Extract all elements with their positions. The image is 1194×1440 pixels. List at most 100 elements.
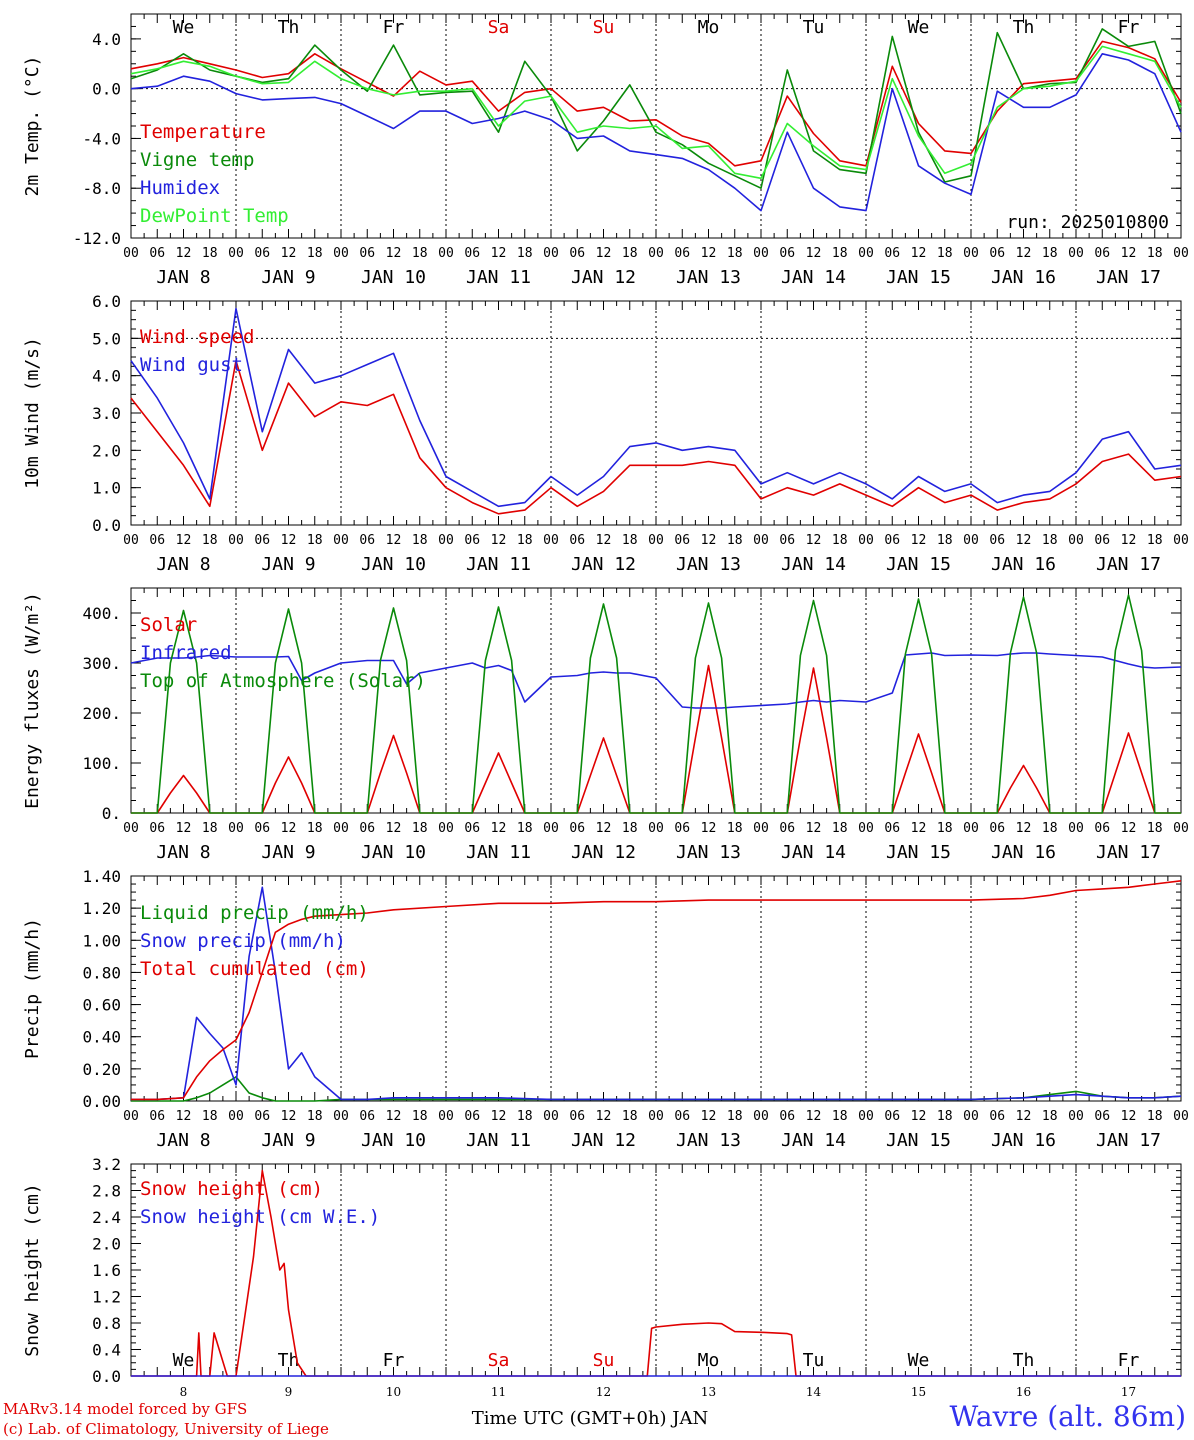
hour-tick-label: 18 (622, 1109, 638, 1124)
day-label: JAN 17 (1096, 1130, 1161, 1151)
legend-entry: Top of Atmosphere (Solar) (140, 670, 426, 692)
weekday-label: Su (593, 1350, 615, 1371)
day-label: JAN 9 (261, 267, 315, 288)
y-axis-label: Energy fluxes (W/m²) (22, 592, 43, 809)
y-tick-label: 2.0 (92, 1235, 121, 1254)
hour-tick-label: 18 (517, 1109, 533, 1124)
hour-tick-label: 00 (543, 1109, 559, 1124)
hour-tick-label: 06 (674, 533, 690, 548)
hour-tick-label: 12 (701, 533, 717, 548)
y-tick-label: -8.0 (82, 179, 121, 198)
hour-tick-label: 12 (1016, 1109, 1032, 1124)
hour-tick-label: 18 (307, 821, 323, 836)
hour-tick-label: 12 (176, 1109, 192, 1124)
hour-tick-label: 00 (228, 821, 244, 836)
hour-tick-label: 18 (1042, 533, 1058, 548)
hour-tick-label: 18 (517, 821, 533, 836)
hour-tick-label: 00 (753, 533, 769, 548)
day-label: JAN 9 (261, 554, 315, 575)
y-tick-label: 1.2 (92, 1288, 121, 1307)
hour-tick-label: 00 (438, 1109, 454, 1124)
weekday-label: Th (278, 17, 300, 38)
legend-entry: DewPoint Temp (140, 205, 289, 227)
day-label: JAN 10 (361, 1130, 426, 1151)
day-label: JAN 12 (571, 1130, 636, 1151)
hour-tick-label: 12 (281, 533, 297, 548)
y-tick-label: 0.0 (92, 1367, 121, 1386)
date-label: 10 (386, 1385, 401, 1399)
hour-tick-label: 00 (438, 533, 454, 548)
legend-entry: Solar (140, 614, 197, 636)
hour-tick-label: 12 (386, 533, 402, 548)
hour-tick-label: 12 (386, 1109, 402, 1124)
y-axis-label: 2m Temp. (°C) (22, 56, 43, 197)
legend-entry: Liquid precip (mm/h) (140, 902, 369, 924)
hour-tick-label: 00 (648, 821, 664, 836)
hour-tick-label: 06 (254, 1109, 270, 1124)
hour-tick-label: 06 (884, 246, 900, 261)
series-line-wind-gust (130, 307, 1182, 508)
day-label: JAN 11 (466, 842, 531, 863)
hour-tick-label: 00 (1068, 246, 1084, 261)
hour-tick-label: 00 (333, 246, 349, 261)
y-tick-label: 0.60 (82, 996, 121, 1015)
hour-tick-label: 12 (911, 246, 927, 261)
hour-tick-label: 06 (779, 1109, 795, 1124)
hour-tick-label: 12 (596, 821, 612, 836)
day-label: JAN 12 (571, 842, 636, 863)
date-label: 12 (596, 1385, 611, 1399)
hour-tick-label: 06 (569, 533, 585, 548)
hour-tick-label: 00 (963, 246, 979, 261)
hour-tick-label: 12 (281, 1109, 297, 1124)
weekday-label: Fr (383, 1350, 405, 1371)
hour-tick-label: 18 (202, 1109, 218, 1124)
legend-entry: Snow height (cm W.E.) (140, 1206, 380, 1228)
hour-tick-label: 12 (491, 821, 507, 836)
hour-tick-label: 00 (648, 1109, 664, 1124)
hour-tick-label: 06 (989, 821, 1005, 836)
day-label: JAN 11 (466, 1130, 531, 1151)
day-label: JAN 13 (676, 267, 741, 288)
hour-tick-label: 18 (517, 246, 533, 261)
hour-tick-label: 18 (202, 533, 218, 548)
hour-tick-label: 12 (911, 1109, 927, 1124)
hour-tick-label: 00 (753, 821, 769, 836)
weekday-label: Th (278, 1350, 300, 1371)
y-tick-label: 1.00 (82, 931, 121, 950)
hour-tick-label: 06 (779, 246, 795, 261)
hour-tick-label: 06 (884, 1109, 900, 1124)
hour-tick-label: 00 (753, 246, 769, 261)
y-tick-label: 0.0 (92, 80, 121, 99)
hour-tick-label: 00 (753, 1109, 769, 1124)
day-label: JAN 17 (1096, 267, 1161, 288)
date-label: 16 (1016, 1385, 1031, 1399)
day-label: JAN 12 (571, 267, 636, 288)
y-tick-label: 4.0 (92, 30, 121, 49)
hour-tick-label: 06 (884, 533, 900, 548)
day-label: JAN 16 (991, 1130, 1056, 1151)
weekday-label: Su (593, 17, 615, 38)
hour-tick-label: 06 (359, 533, 375, 548)
y-axis-label: Snow height (cm) (22, 1183, 43, 1356)
y-tick-label: 2.8 (92, 1182, 121, 1201)
date-label: 14 (806, 1385, 822, 1399)
hour-tick-label: 06 (1094, 821, 1110, 836)
hour-tick-label: 06 (989, 1109, 1005, 1124)
y-tick-label: 0.80 (82, 963, 121, 982)
hour-tick-label: 06 (359, 1109, 375, 1124)
hour-tick-label: 06 (254, 821, 270, 836)
hour-tick-label: 06 (464, 821, 480, 836)
hour-tick-label: 00 (123, 1109, 139, 1124)
series-line-snow-precip-mm-h- (131, 886, 1182, 1101)
hour-tick-label: 06 (779, 821, 795, 836)
day-label: JAN 16 (991, 554, 1056, 575)
hour-tick-label: 18 (1147, 533, 1163, 548)
day-label: JAN 8 (156, 554, 210, 575)
legend-entry: Humidex (140, 177, 220, 199)
hour-tick-label: 06 (149, 246, 165, 261)
weekday-label: Tu (803, 17, 825, 38)
hour-tick-label: 18 (622, 533, 638, 548)
hour-tick-label: 00 (123, 821, 139, 836)
hour-tick-label: 06 (569, 1109, 585, 1124)
